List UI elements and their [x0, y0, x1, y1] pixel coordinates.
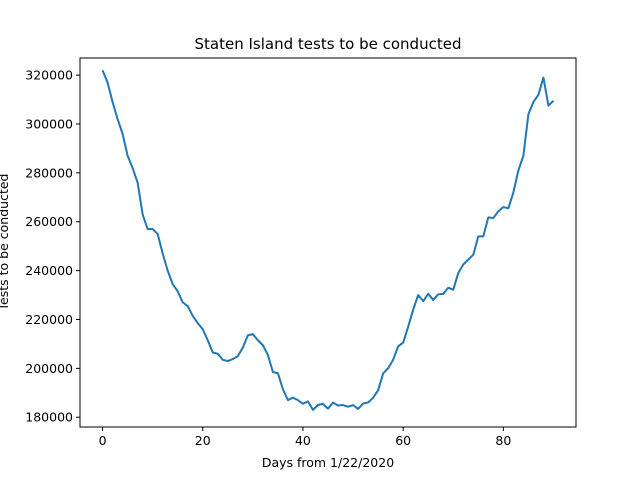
y-tick-label: 320000	[25, 68, 73, 83]
chart-title: Staten Island tests to be conducted	[195, 35, 462, 53]
x-tick-label: 40	[295, 433, 311, 448]
y-axis: 180000 200000 220000 240000 260000 280000 3000…	[25, 68, 80, 425]
series-layer	[101, 69, 555, 411]
y-tick-label: 280000	[25, 165, 73, 180]
y-tick-label: 180000	[25, 410, 73, 425]
x-tick-label: 0	[99, 433, 107, 448]
y-tick-label: 300000	[25, 116, 73, 131]
y-axis-label: Tests to be conducted	[0, 174, 11, 312]
y-tick-label: 200000	[25, 361, 73, 376]
series-line	[101, 69, 555, 411]
x-tick-label: 20	[195, 433, 211, 448]
y-tick-label: 260000	[25, 214, 73, 229]
x-axis-label: Days from 1/22/2020	[262, 455, 394, 470]
y-tick-label: 220000	[25, 312, 73, 327]
y-tick-label: 240000	[25, 263, 73, 278]
x-axis: 0 20 40 60 80	[99, 427, 511, 448]
x-tick-label: 60	[395, 433, 411, 448]
plot-area	[79, 57, 577, 428]
x-tick-label: 80	[495, 433, 511, 448]
